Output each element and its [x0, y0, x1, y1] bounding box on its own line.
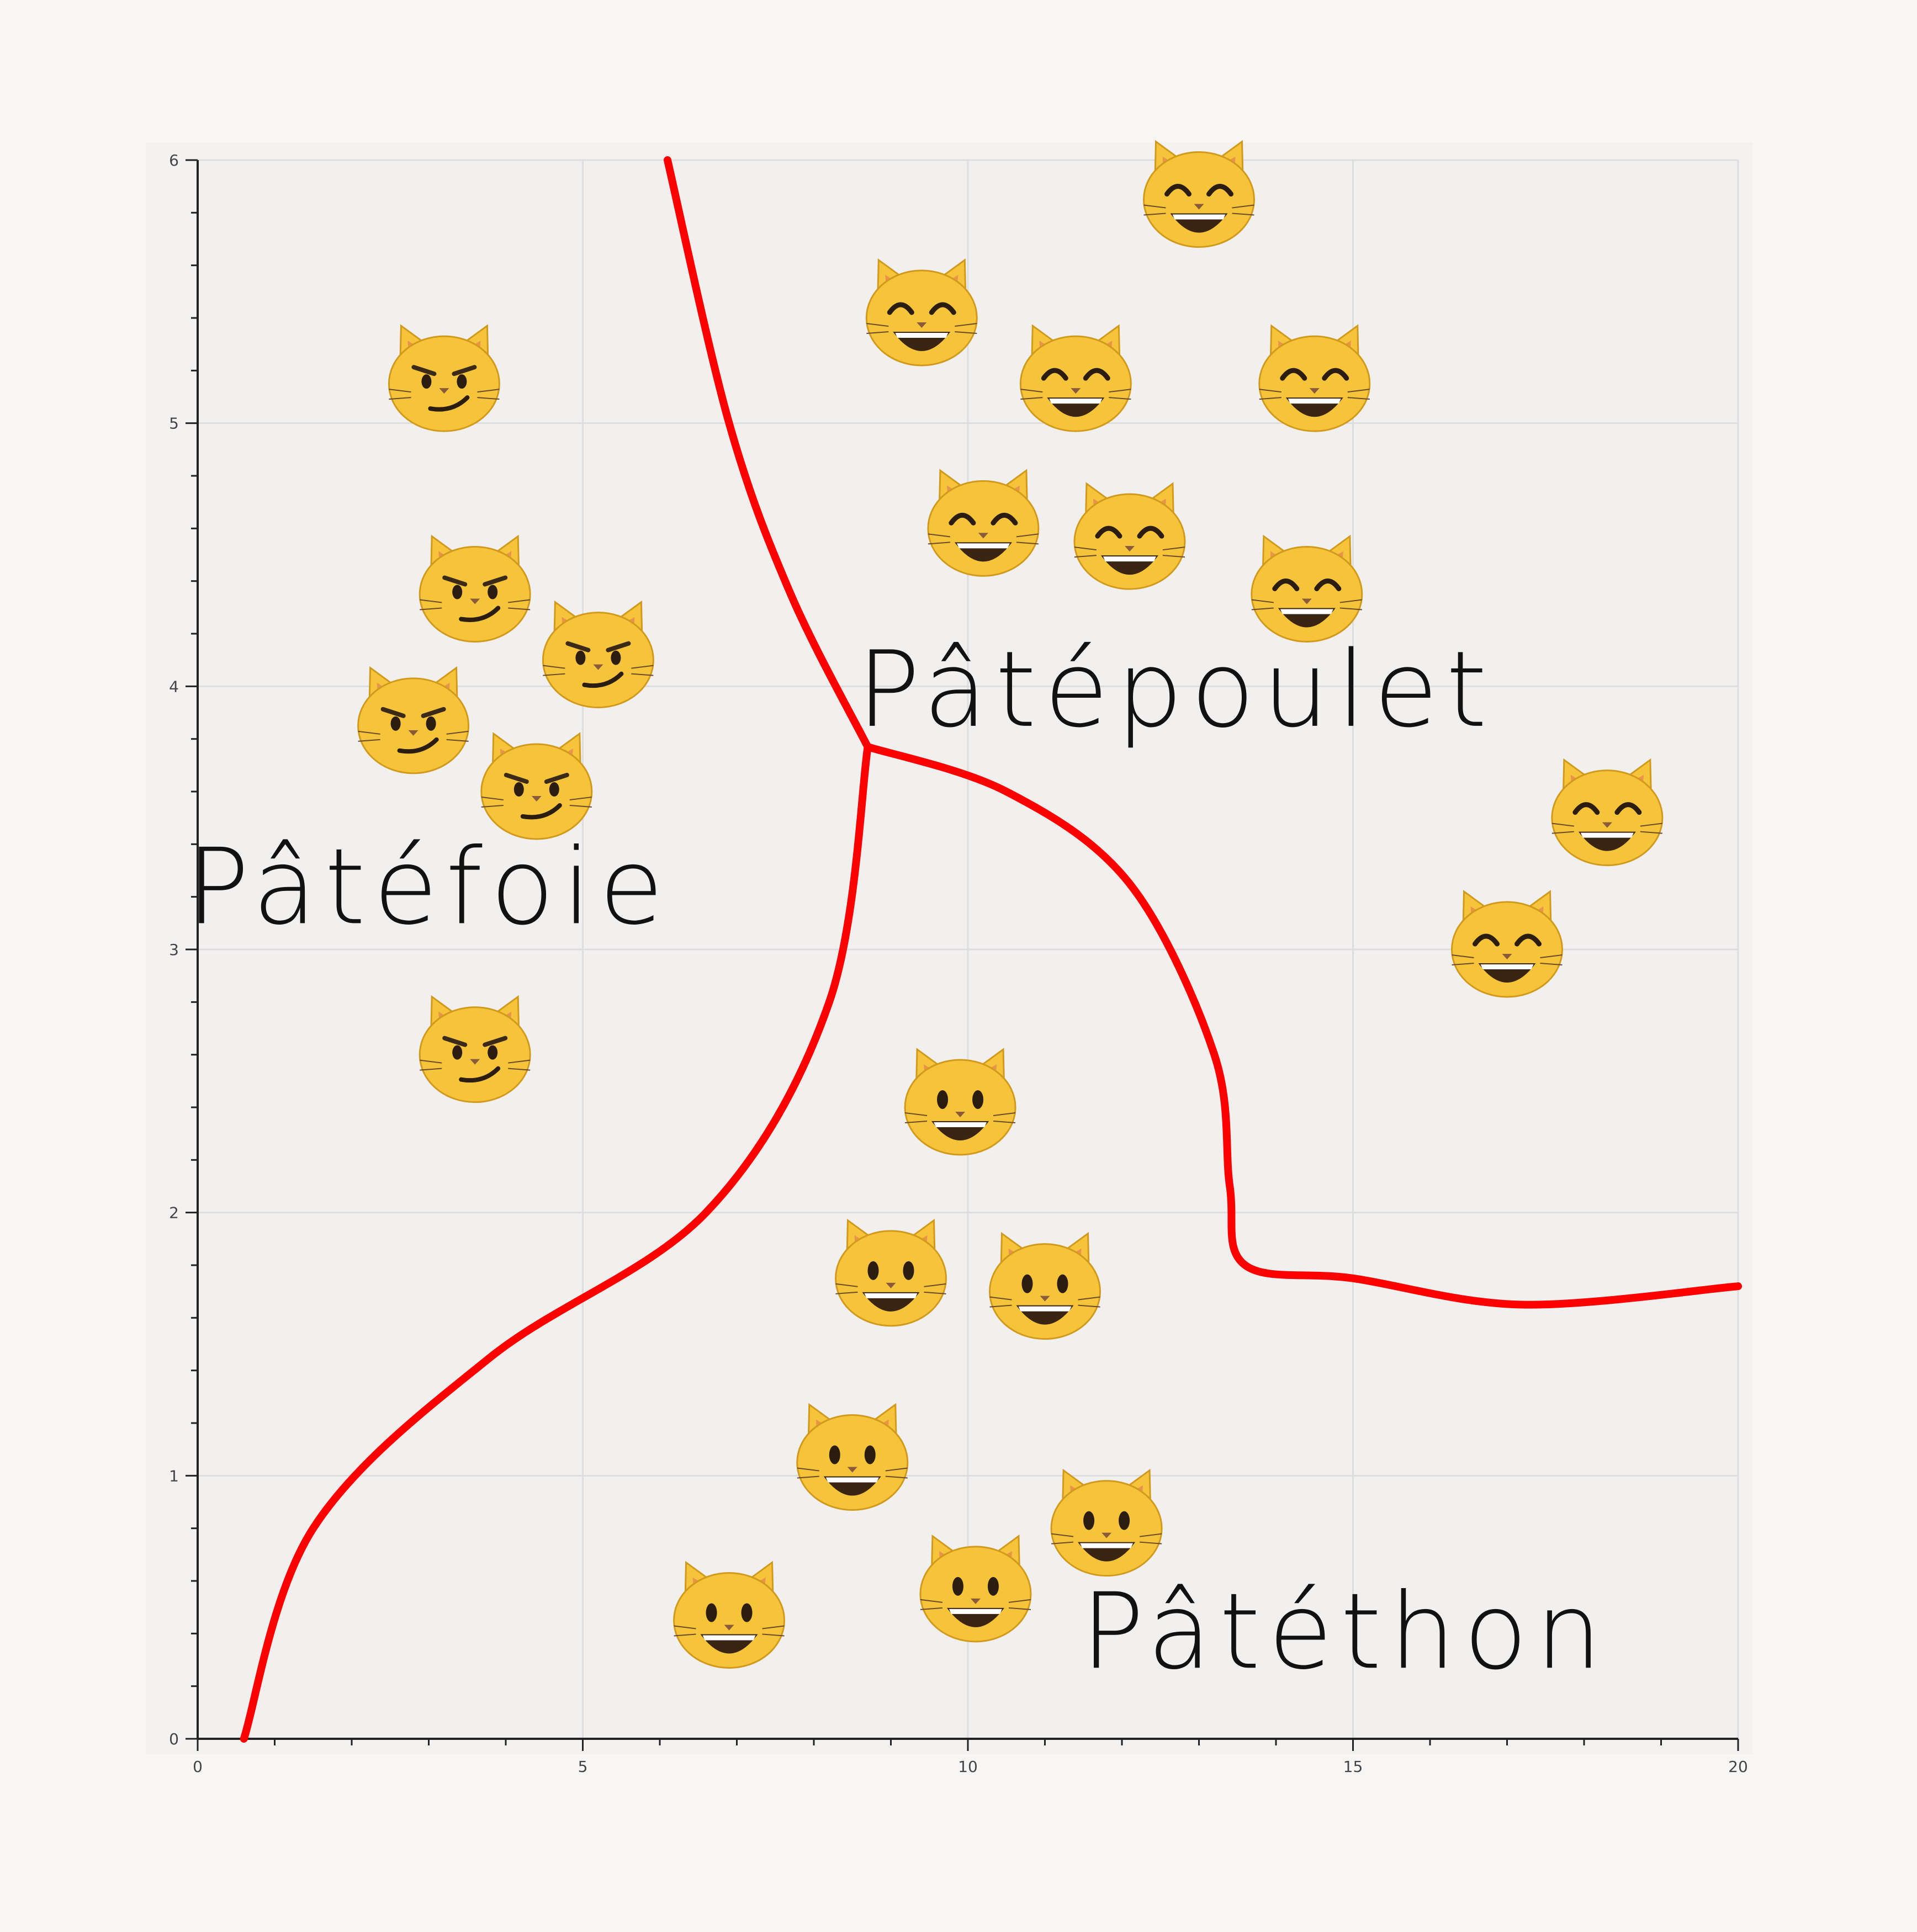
grinning-cat-icon	[835, 1218, 947, 1327]
x-tick-label: 15	[1343, 1758, 1363, 1776]
boundary-line	[864, 742, 1742, 1309]
region-label: Pâtéthon	[1081, 1570, 1609, 1692]
smirk-cat-icon	[388, 324, 500, 432]
grinning-cat-smiling-eyes-icon	[1551, 758, 1664, 867]
grinning-cat-icon	[904, 1048, 1016, 1156]
region-label: Pâtéfoie	[186, 826, 671, 948]
smirk-cat-icon	[419, 995, 531, 1103]
grinning-cat-smiling-eyes-icon	[1251, 534, 1363, 643]
smirk-cat-icon	[542, 600, 654, 709]
decision-boundaries	[240, 156, 1742, 1743]
boundary-line	[663, 156, 872, 751]
grinning-cat-icon	[673, 1561, 786, 1669]
grinning-cat-smiling-eyes-icon	[1019, 324, 1132, 432]
region-labels: Pâtéfoie Pâtépoulet Pâtéthon	[186, 629, 1609, 1692]
data-points	[357, 140, 1664, 1669]
x-tick-label: 10	[958, 1758, 978, 1776]
x-tick-label: 0	[193, 1758, 203, 1776]
y-tick-label: 5	[169, 415, 179, 433]
grinning-cat-icon	[989, 1232, 1101, 1340]
grinning-cat-smiling-eyes-icon	[865, 258, 978, 367]
y-tick-label: 1	[169, 1467, 179, 1485]
smirk-cat-icon	[480, 732, 593, 840]
smirk-cat-icon	[419, 534, 531, 643]
grinning-cat-icon	[1050, 1468, 1163, 1577]
grinning-cat-smiling-eyes-icon	[1143, 140, 1255, 248]
y-tick-label: 3	[169, 941, 179, 959]
grinning-cat-icon	[796, 1403, 909, 1511]
y-tick-label: 6	[169, 151, 179, 169]
y-tick-label: 4	[169, 677, 179, 696]
x-tick-label: 20	[1728, 1758, 1748, 1776]
grinning-cat-icon	[919, 1534, 1032, 1643]
grinning-cat-smiling-eyes-icon	[1073, 482, 1186, 590]
smirk-cat-icon	[357, 666, 470, 774]
grinning-cat-smiling-eyes-icon	[927, 469, 1040, 577]
axes: 0 5 10 15 20 0 1 2 3 4 5 6	[169, 151, 1748, 1776]
region-label: Pâtépoulet	[857, 629, 1495, 751]
y-tick-label: 2	[169, 1204, 179, 1222]
x-tick-label: 5	[578, 1758, 588, 1776]
boundary-line	[240, 742, 872, 1743]
grinning-cat-smiling-eyes-icon	[1451, 890, 1563, 998]
grinning-cat-smiling-eyes-icon	[1258, 324, 1371, 432]
y-tick-label: 0	[169, 1730, 179, 1748]
